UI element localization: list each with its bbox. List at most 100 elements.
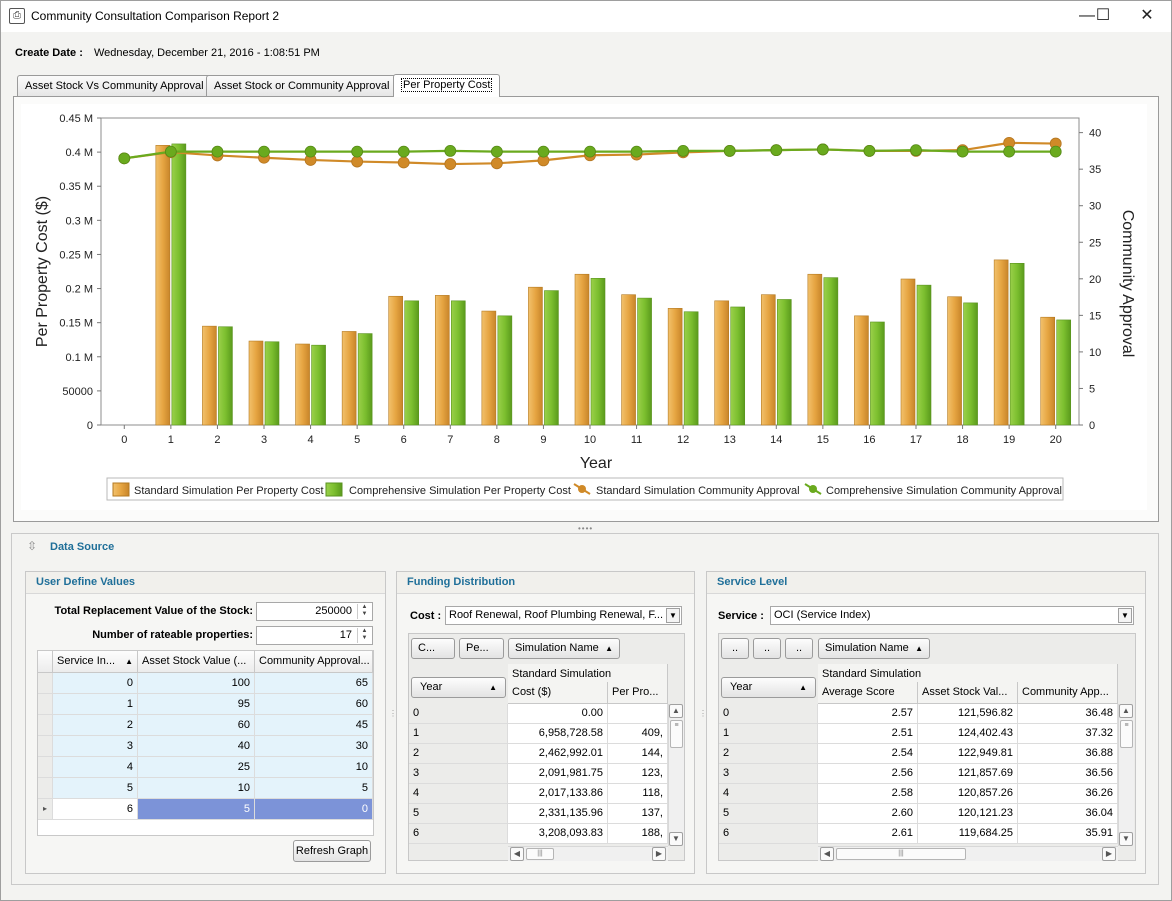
scroll-left-icon[interactable]: ◀ [510,847,524,861]
grid-cell[interactable]: 124,402.43 [918,724,1018,744]
chevron-down-icon[interactable]: ▼ [1118,608,1132,623]
horizontal-scrollbar[interactable]: ◀ ||| ▶ [508,846,668,861]
row-indicator[interactable] [38,736,53,757]
service-combo[interactable]: OCI (Service Index) ▼ [770,606,1134,625]
trv-spinner[interactable]: 250000 ▲ ▼ [256,602,373,621]
grid-cell[interactable]: 3 [53,736,138,757]
grid-cell[interactable]: 65 [255,673,373,694]
grid-cell[interactable]: 2.58 [818,784,918,804]
row-indicator[interactable]: ▸ [38,799,53,820]
grid-cell[interactable]: 36.04 [1018,804,1118,824]
grid-cell[interactable]: 6,958,728.58 [508,724,608,744]
grid-cell[interactable]: 36.56 [1018,764,1118,784]
scroll-up-icon[interactable]: ▲ [1119,704,1133,718]
maximize-button[interactable]: ☐ [1095,7,1111,24]
group-by-button[interactable]: Simulation Name ▲ [508,638,620,659]
grid-cell[interactable]: 0.00 [508,704,608,724]
grid-cell[interactable]: 25 [138,757,255,778]
grid-cell[interactable]: 137, [608,804,668,824]
minimize-button[interactable]: — [1079,7,1095,24]
group-by-button[interactable]: .. [753,638,781,659]
scroll-down-icon[interactable]: ▼ [1119,832,1133,846]
chevron-down-icon[interactable]: ▼ [666,608,680,623]
grid-cell[interactable]: 3,208,093.83 [508,824,608,844]
spin-arrows-icon[interactable]: ▲ ▼ [357,604,371,619]
row-header[interactable]: 2 [409,744,508,764]
column-header[interactable]: Community App... [1018,682,1118,704]
funding-grid[interactable]: C... Pe... Simulation Name ▲ Standard Simula… [408,633,685,861]
grid-cell[interactable]: 120,857.26 [918,784,1018,804]
grid-cell[interactable]: 30 [255,736,373,757]
grid-cell[interactable]: 45 [255,715,373,736]
grid-cell[interactable]: 121,596.82 [918,704,1018,724]
grid-cell[interactable]: 4 [53,757,138,778]
row-header[interactable]: 0 [409,704,508,724]
grid-cell[interactable]: 2 [53,715,138,736]
grid-cell[interactable]: 37.32 [1018,724,1118,744]
grid-cell[interactable]: 144, [608,744,668,764]
group-by-button[interactable]: Simulation Name ▲ [818,638,930,659]
refresh-graph-button[interactable]: Refresh Graph [293,840,371,862]
row-indicator[interactable] [38,673,53,694]
grid-cell[interactable]: 119,684.25 [918,824,1018,844]
column-header[interactable]: Average Score [818,682,918,704]
group-by-button[interactable]: Pe... [459,638,504,659]
row-header[interactable]: 4 [719,784,818,804]
row-indicator[interactable] [38,757,53,778]
service-grid[interactable]: ...... Simulation Name ▲ Standard Simulatio… [718,633,1136,861]
column-header[interactable]: Service In... ▲ [53,651,138,673]
grid-cell[interactable]: 5 [255,778,373,799]
tab-asset-stock-vs-community[interactable]: Asset Stock Vs Community Approval [17,75,212,96]
group-by-button[interactable]: .. [721,638,749,659]
grid-cell[interactable]: 2,462,992.01 [508,744,608,764]
grid-cell[interactable]: 5 [138,799,255,820]
row-header[interactable]: 1 [719,724,818,744]
grid-cell[interactable]: 6 [53,799,138,820]
group-by-button[interactable]: C... [411,638,455,659]
spin-arrows-icon[interactable]: ▲ ▼ [357,628,371,643]
grid-cell[interactable] [608,704,668,724]
vertical-scrollbar[interactable]: ▲ ≡ ▼ [668,704,684,846]
grid-cell[interactable]: 35.91 [1018,824,1118,844]
group-by-button[interactable]: .. [785,638,813,659]
grid-cell[interactable]: 120,121.23 [918,804,1018,824]
horizontal-scrollbar[interactable]: ◀ ||| ▶ [818,846,1118,861]
row-indicator[interactable] [38,715,53,736]
grid-cell[interactable]: 2.60 [818,804,918,824]
grid-cell[interactable]: 2.56 [818,764,918,784]
grid-cell[interactable]: 36.88 [1018,744,1118,764]
splitter-grip[interactable]: ⋮ [389,709,397,718]
scroll-thumb[interactable]: ||| [836,848,966,860]
row-header[interactable]: 0 [719,704,818,724]
row-header[interactable]: 5 [409,804,508,824]
splitter-grip[interactable]: •••• [578,524,594,533]
scroll-down-icon[interactable]: ▼ [669,832,683,846]
row-header[interactable]: 1 [409,724,508,744]
grid-cell[interactable]: 1 [53,694,138,715]
row-header[interactable]: 5 [719,804,818,824]
grid-cell[interactable]: 123, [608,764,668,784]
scroll-up-icon[interactable]: ▲ [669,704,683,718]
grid-cell[interactable]: 2.51 [818,724,918,744]
grid-cell[interactable]: 0 [255,799,373,820]
column-header[interactable]: Asset Stock Value (... [138,651,255,673]
row-header[interactable]: 6 [409,824,508,844]
grid-cell[interactable]: 40 [138,736,255,757]
grid-cell[interactable]: 100 [138,673,255,694]
grid-cell[interactable]: 121,857.69 [918,764,1018,784]
grid-cell[interactable]: 409, [608,724,668,744]
grid-cell[interactable]: 10 [138,778,255,799]
tab-asset-stock-or-community[interactable]: Asset Stock or Community Approval [206,75,398,96]
row-header[interactable]: 6 [719,824,818,844]
grid-cell[interactable]: 36.26 [1018,784,1118,804]
row-indicator[interactable] [38,694,53,715]
column-header[interactable]: Per Pro... [608,682,668,704]
scroll-right-icon[interactable]: ▶ [652,847,666,861]
grid-cell[interactable]: 122,949.81 [918,744,1018,764]
row-header[interactable]: 3 [719,764,818,784]
scroll-thumb[interactable]: ||| [526,848,554,860]
grid-cell[interactable]: 0 [53,673,138,694]
nrp-spinner[interactable]: 17 ▲ ▼ [256,626,373,645]
scroll-thumb[interactable]: ≡ [1120,720,1133,748]
close-button[interactable]: ✕ [1140,7,1154,24]
